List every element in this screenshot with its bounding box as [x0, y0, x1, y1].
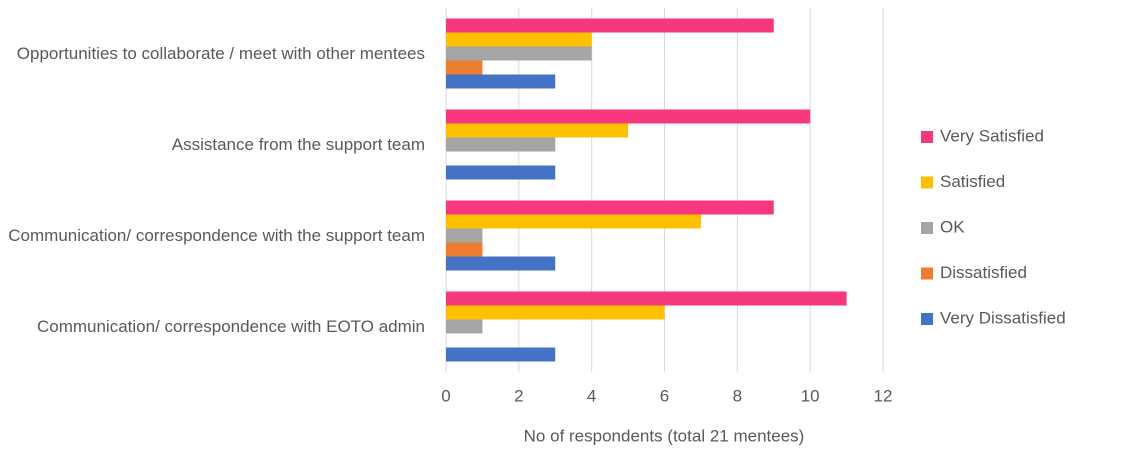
bar — [446, 137, 556, 152]
bar — [446, 60, 483, 75]
legend-label: Satisfied — [940, 172, 1005, 191]
legend-label: Very Satisfied — [940, 126, 1044, 145]
y-tick-label: Assistance from the support team — [171, 134, 425, 154]
legend-swatch — [921, 267, 933, 280]
x-tick-label: 0 — [441, 386, 450, 405]
y-tick-label: Communication/ correspondence with the s… — [8, 225, 425, 245]
x-tick-label: 2 — [514, 386, 523, 405]
legend-swatch — [921, 176, 933, 189]
legend-swatch — [921, 222, 933, 234]
bar — [446, 46, 592, 61]
x-tick-label: 4 — [587, 386, 596, 405]
bar — [446, 200, 774, 215]
bar — [446, 123, 629, 138]
bar — [446, 109, 811, 124]
x-tick-label: 6 — [660, 386, 669, 405]
x-tick-label: 12 — [874, 386, 893, 405]
bar — [446, 319, 483, 334]
y-tick-label: Communication/ correspondence with EOTO … — [36, 316, 425, 336]
bar — [446, 347, 556, 362]
bar — [446, 32, 592, 47]
bar — [446, 228, 483, 243]
bar — [446, 214, 701, 229]
bar — [446, 74, 556, 89]
x-tick-label: 10 — [801, 386, 820, 405]
x-tick-label: 8 — [733, 386, 742, 405]
bar — [446, 305, 665, 320]
legend-label: Very Dissatisfied — [940, 308, 1066, 327]
legend-label: OK — [940, 217, 965, 236]
legend-label: Dissatisfied — [940, 263, 1027, 282]
legend-swatch — [921, 313, 933, 325]
y-tick-label: Opportunities to collaborate / meet with… — [16, 43, 425, 63]
bar — [446, 242, 483, 257]
bar — [446, 165, 556, 180]
legend-swatch — [921, 131, 933, 143]
bar — [446, 256, 556, 271]
x-axis-label: No of respondents (total 21 mentees) — [524, 426, 805, 445]
bar — [446, 18, 774, 33]
bar — [446, 291, 847, 306]
